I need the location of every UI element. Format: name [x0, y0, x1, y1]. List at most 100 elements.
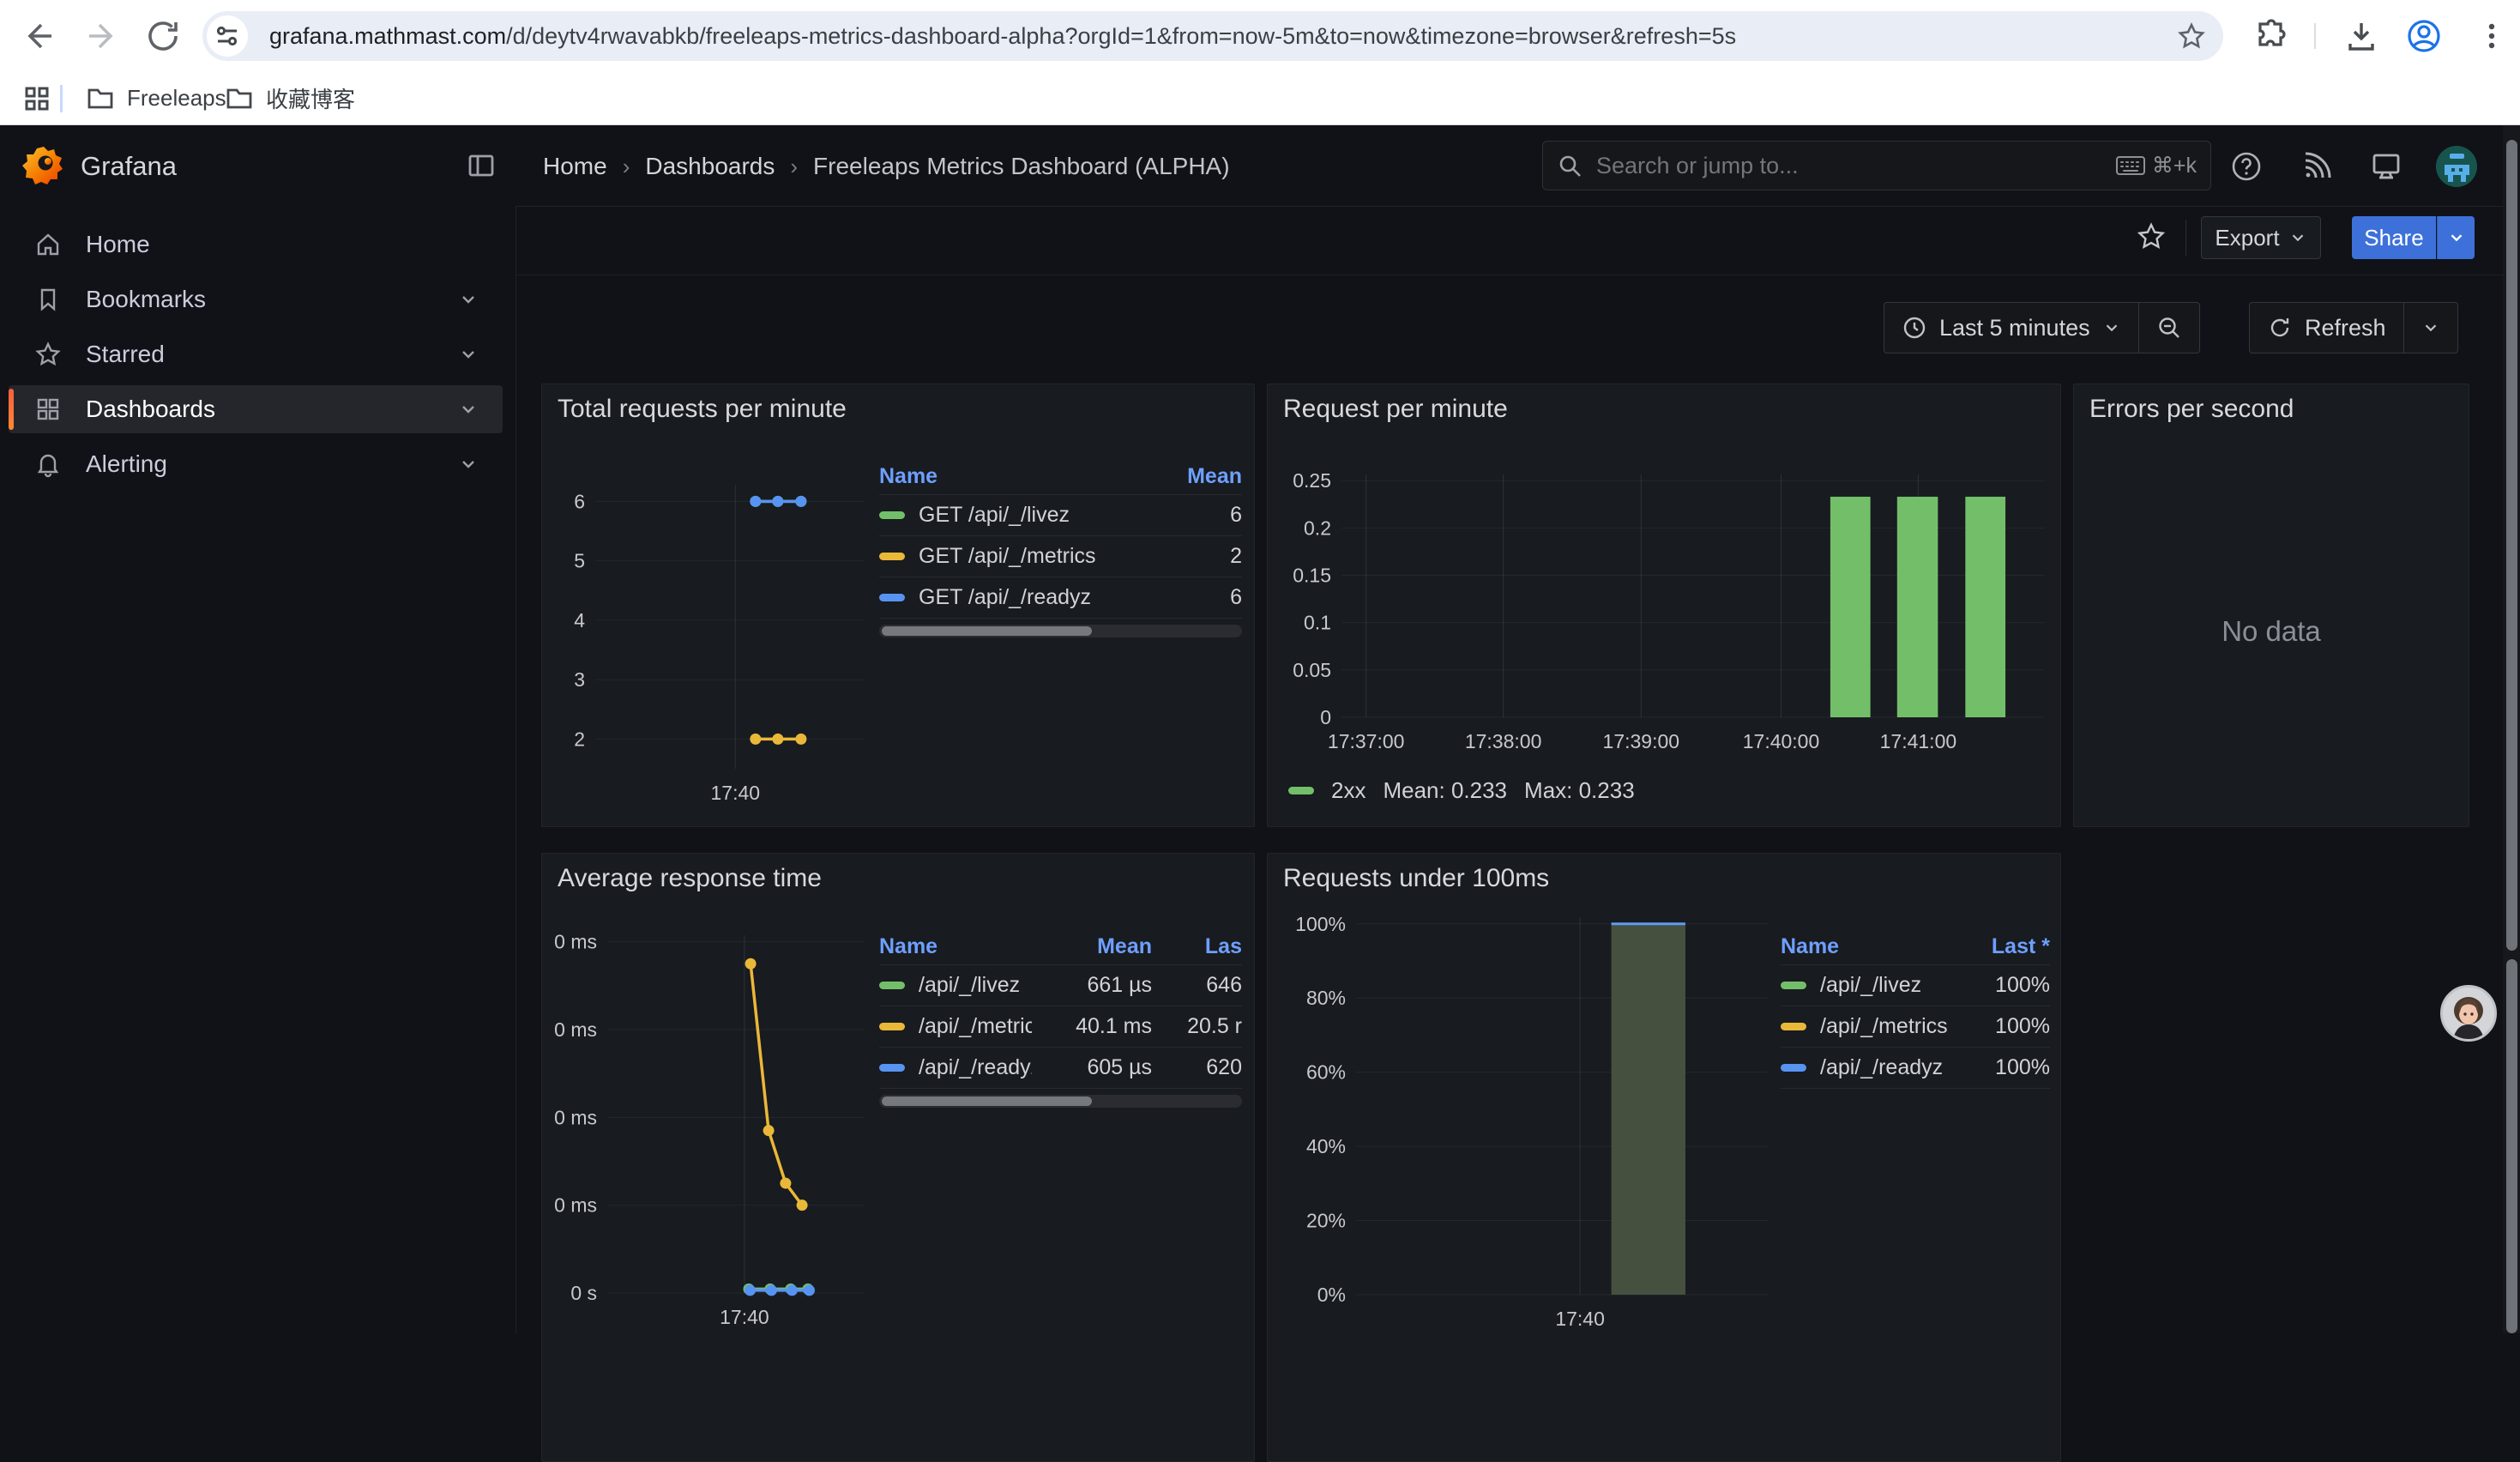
dashboard-star-icon[interactable] [2136, 221, 2167, 252]
request-per-minute-chart[interactable]: 00.050.10.150.20.2517:37:0017:38:0017:39… [1275, 464, 2055, 782]
bookmark-star-icon[interactable] [2177, 21, 2206, 51]
legend-series-name[interactable]: GET /api/_/livez [879, 503, 1148, 528]
series-swatch [879, 594, 905, 601]
news-rss-icon[interactable] [2300, 150, 2333, 183]
legend-value: 620 [1152, 1055, 1242, 1080]
legend-col[interactable]: Name [879, 464, 1148, 489]
bookmark-folder-blogs[interactable]: 收藏博客 [213, 79, 367, 117]
legend-series-name[interactable]: /api/_/livez [1781, 973, 1956, 998]
grafana-user-avatar[interactable] [2436, 146, 2477, 187]
legend-row[interactable]: /api/_/metrics40.1 ms20.5 r [879, 1006, 1242, 1048]
sidebar-item-bookmarks[interactable]: Bookmarks [9, 275, 503, 323]
svg-text:40 ms: 40 ms [554, 1106, 597, 1128]
total-requests-chart[interactable]: 2345617:40 [554, 473, 871, 812]
sidebar-item-home[interactable]: Home [9, 221, 503, 269]
legend-row[interactable]: /api/_/readyz100% [1781, 1048, 2050, 1089]
refresh-button[interactable]: Refresh [2250, 303, 2403, 353]
panel-title[interactable]: Total requests per minute [558, 395, 847, 424]
site-settings-icon[interactable] [207, 15, 248, 57]
legend-col[interactable]: Las [1152, 934, 1242, 959]
grafana-app: Grafana Home › Dashboards › Freeleaps Me… [0, 125, 2520, 1333]
browser-menu-icon[interactable] [2474, 18, 2510, 54]
grafana-logo[interactable] [22, 144, 65, 187]
legend-row[interactable]: GET /api/_/livez6 [879, 495, 1242, 536]
breadcrumb-dashboards[interactable]: Dashboards [645, 153, 775, 180]
svg-text:60%: 60% [1306, 1061, 1346, 1084]
search-box[interactable]: ⌘+k [1542, 141, 2211, 190]
legend-row[interactable]: /api/_/metrics100% [1781, 1006, 2050, 1048]
legend-col[interactable]: Mean [1148, 464, 1242, 489]
page-scrollbar[interactable] [2503, 125, 2520, 1333]
chevron-down-icon [458, 289, 479, 310]
refresh-interval-button[interactable] [2403, 303, 2457, 353]
grafana-brand[interactable]: Grafana [81, 151, 177, 182]
sidebar-item-dashboards[interactable]: Dashboards [9, 385, 503, 433]
panel-requests-under-100ms: Requests under 100ms 100%80%60%40%20%0%1… [1267, 853, 2061, 1462]
sidebar-collapse-icon[interactable] [466, 150, 497, 181]
legend-series-name[interactable]: GET /api/_/metrics [879, 544, 1148, 569]
legend-col[interactable]: Mean [1032, 934, 1152, 959]
extensions-icon[interactable] [2253, 18, 2289, 54]
downloads-icon[interactable] [2343, 18, 2379, 54]
svg-text:0.2: 0.2 [1304, 517, 1331, 539]
legend-scrollbar[interactable] [879, 1095, 1242, 1108]
legend-col[interactable]: Name [1781, 934, 1956, 959]
legend-series-name[interactable]: GET /api/_/readyz [879, 585, 1148, 610]
legend-row[interactable]: GET /api/_/metrics2 [879, 536, 1242, 577]
svg-text:4: 4 [574, 609, 585, 631]
kiosk-monitor-icon[interactable] [2370, 150, 2402, 183]
panel-title[interactable]: Request per minute [1283, 395, 1508, 424]
zoom-out-button[interactable] [2138, 303, 2199, 353]
panel-title[interactable]: Requests under 100ms [1283, 864, 1549, 893]
legend-scrollbar-thumb[interactable] [882, 1096, 1092, 1106]
requests-under-100ms-chart[interactable]: 100%80%60%40%20%0%17:40 [1279, 910, 1776, 1339]
legend-row[interactable]: /api/_/livez100% [1781, 965, 2050, 1006]
legend-scrollbar-thumb[interactable] [882, 626, 1092, 636]
sidebar-item-starred[interactable]: Starred [9, 330, 503, 378]
floating-user-avatar[interactable] [2440, 985, 2497, 1042]
scrollbar-thumb[interactable] [2506, 140, 2517, 951]
average-response-time-chart[interactable]: 80 ms60 ms40 ms20 ms0 s17:40 [554, 923, 871, 1331]
url-text[interactable]: grafana.mathmast.com/d/deytv4rwavabkb/fr… [269, 23, 1736, 50]
share-button[interactable]: Share [2352, 216, 2436, 259]
series-max: Max: 0.233 [1524, 777, 1635, 804]
search-input[interactable] [1595, 152, 2104, 180]
legend-series-name[interactable]: /api/_/metrics [1781, 1014, 1956, 1039]
apps-grid-icon[interactable] [22, 84, 51, 113]
svg-text:100%: 100% [1295, 913, 1346, 935]
time-range-picker[interactable]: Last 5 minutes [1884, 303, 2138, 353]
browser-profile-icon[interactable] [2406, 18, 2442, 54]
bookmark-icon [34, 286, 62, 313]
legend-col[interactable]: Name [879, 934, 1032, 959]
legend-row[interactable]: /api/_/livez661 µs646 [879, 965, 1242, 1006]
legend-row[interactable]: GET /api/_/readyz6 [879, 577, 1242, 619]
share-menu-button[interactable] [2437, 216, 2475, 259]
svg-text:17:41:00: 17:41:00 [1880, 730, 1957, 752]
series-caption[interactable]: 2xx Mean: 0.233 Max: 0.233 [1288, 777, 1635, 804]
url-bar[interactable]: grafana.mathmast.com/d/deytv4rwavabkb/fr… [202, 11, 2223, 61]
search-icon [1557, 153, 1583, 178]
legend-row[interactable]: /api/_/readyz605 µs620 [879, 1048, 1242, 1089]
browser-reload-button[interactable] [142, 15, 184, 57]
legend-value: 646 [1152, 973, 1242, 998]
legend-col[interactable]: Last * [1956, 934, 2050, 959]
export-button[interactable]: Export [2201, 216, 2321, 259]
legend-header: NameMean [879, 458, 1242, 495]
panel-title[interactable]: Average response time [558, 864, 822, 893]
legend-series-name[interactable]: /api/_/metrics [879, 1014, 1032, 1039]
panel-title[interactable]: Errors per second [2089, 395, 2294, 424]
chevron-down-icon [458, 454, 479, 474]
legend-series-name[interactable]: /api/_/readyz [879, 1055, 1032, 1080]
sidebar-item-alerting[interactable]: Alerting [9, 440, 503, 488]
legend-series-name[interactable]: /api/_/readyz [1781, 1055, 1956, 1080]
browser-back-button[interactable] [19, 15, 60, 57]
bell-icon [34, 450, 62, 478]
legend-scrollbar[interactable] [879, 625, 1242, 637]
legend-value: 661 µs [1032, 973, 1152, 998]
browser-forward-button[interactable] [81, 15, 122, 57]
legend-series-name[interactable]: /api/_/livez [879, 973, 1032, 998]
help-icon[interactable] [2230, 150, 2263, 183]
scrollbar-thumb[interactable] [2506, 959, 2517, 1333]
breadcrumb-home[interactable]: Home [543, 153, 607, 180]
series-swatch [879, 1064, 905, 1072]
